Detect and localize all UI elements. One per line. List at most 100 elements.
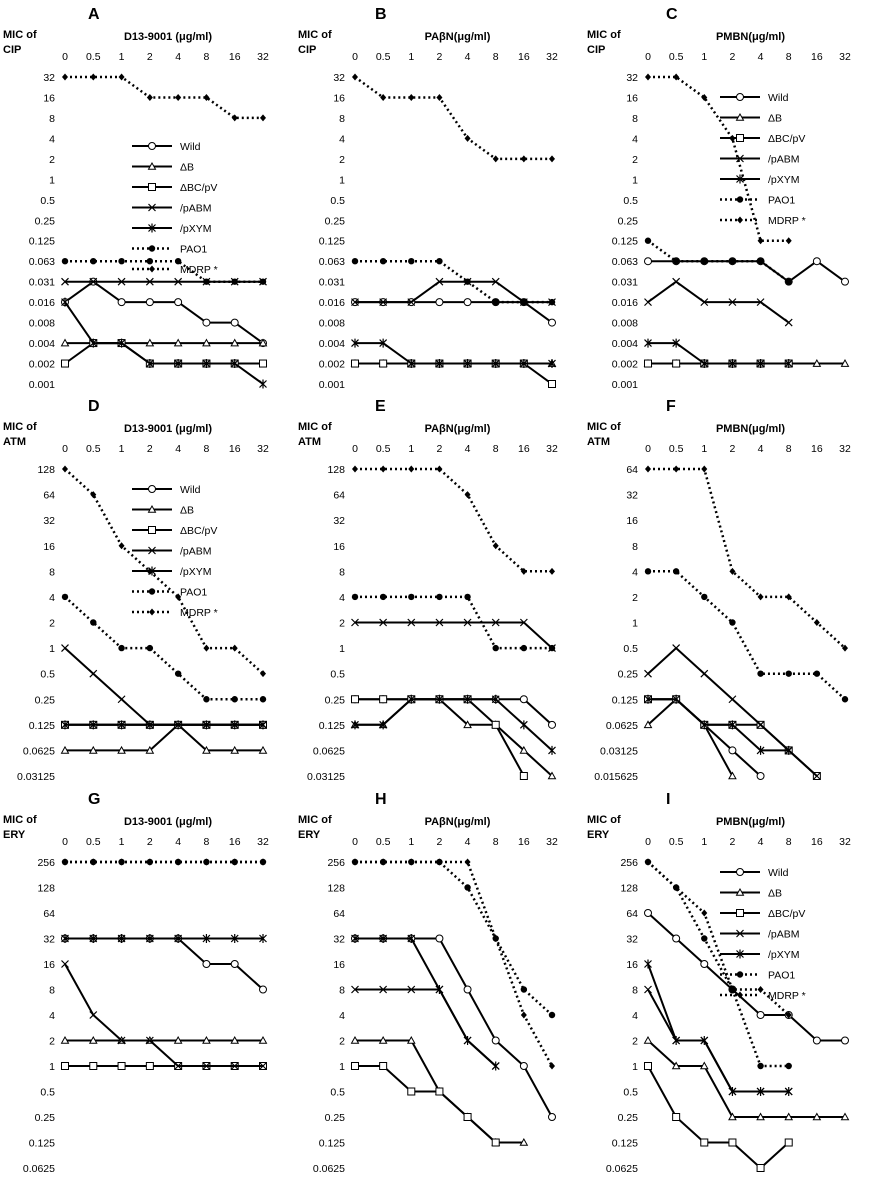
data-point xyxy=(351,1062,359,1070)
data-point xyxy=(379,985,388,994)
series-line xyxy=(647,912,845,1042)
data-point xyxy=(644,338,652,348)
x-tick-label: 1 xyxy=(119,836,125,848)
series-line xyxy=(355,280,552,304)
data-point xyxy=(352,73,358,81)
x-tick-label: 2 xyxy=(730,836,736,848)
data-point xyxy=(644,694,652,704)
y-tick-label: 16 xyxy=(626,515,638,527)
data-point xyxy=(407,618,416,627)
x-tick-label: 16 xyxy=(229,51,241,63)
data-point xyxy=(380,93,387,101)
data-point xyxy=(840,359,850,367)
legend-marker xyxy=(147,161,157,170)
data-point xyxy=(701,465,708,473)
legend-label: MDRP * xyxy=(768,215,806,227)
x-tick-label: 2 xyxy=(147,836,153,848)
panel-a: A MIC of CIP D13-9001 (μg/ml) 0 0.5 1 2 4 8 16 32 32… xyxy=(3,6,269,391)
series-line xyxy=(647,963,789,1093)
series-pxym xyxy=(61,934,267,943)
legend-marker xyxy=(148,566,156,576)
legend-marker xyxy=(736,93,744,101)
data-point xyxy=(463,298,472,307)
data-point xyxy=(463,720,472,729)
y-tick-label: 4 xyxy=(339,592,345,604)
x-tick-label: 0.5 xyxy=(669,443,684,455)
data-point xyxy=(700,960,709,968)
data-point xyxy=(174,277,183,286)
y-tick-label: 2 xyxy=(632,592,638,604)
x-tick-label: 32 xyxy=(546,836,558,848)
y-tick-label: 1 xyxy=(339,643,345,655)
data-point xyxy=(785,237,792,245)
data-point xyxy=(435,985,444,994)
data-point xyxy=(351,985,359,994)
x-tick-label: 4 xyxy=(758,51,764,63)
series-line xyxy=(65,75,263,120)
y-tick-label: 0.5 xyxy=(40,669,55,681)
y-tick-label: 0.008 xyxy=(29,318,55,330)
series-pao1 xyxy=(644,237,792,285)
legend-label: ΔBC/pV xyxy=(180,182,217,194)
series-wild xyxy=(351,934,556,1121)
series-pao1 xyxy=(61,593,267,703)
y-tick-label: 8 xyxy=(339,566,345,578)
data-point xyxy=(90,258,97,265)
y-tick-label: 32 xyxy=(333,934,345,946)
data-point xyxy=(351,934,359,943)
data-point xyxy=(436,93,443,101)
panel-c: C MIC of CIP PMBN(μg/ml) 0 0.5 1 2 4 8 16 32 32 16 8 4 2… xyxy=(587,6,851,391)
data-point xyxy=(491,1138,500,1147)
series-line xyxy=(354,75,552,161)
data-point xyxy=(258,1035,268,1044)
series-line xyxy=(355,937,553,1118)
data-point xyxy=(230,720,239,730)
y-tick-label: 0.03125 xyxy=(600,745,638,757)
y-tick-label: 0.002 xyxy=(319,359,345,371)
y-tick-label: 64 xyxy=(626,908,638,920)
y-tick-label: 4 xyxy=(632,133,638,145)
series-line xyxy=(64,280,264,344)
series-pxym xyxy=(351,934,500,1071)
series-pabm xyxy=(644,985,793,1096)
data-point xyxy=(118,73,125,81)
x-tick-label: 1 xyxy=(701,443,707,455)
data-point xyxy=(378,1035,388,1044)
y-tick-label: 0.125 xyxy=(319,236,345,248)
series-mdrp xyxy=(645,858,792,1019)
legend-label: ΔB xyxy=(180,505,194,517)
data-point xyxy=(729,567,736,575)
data-point xyxy=(117,695,126,704)
y-tick-label: 8 xyxy=(632,985,638,997)
data-point xyxy=(90,858,97,866)
y-tick-label: 2 xyxy=(339,618,345,630)
data-point xyxy=(89,669,98,678)
data-point xyxy=(230,318,239,327)
x-tick-label: 0 xyxy=(62,443,68,455)
series-bcpv xyxy=(644,695,821,780)
data-point xyxy=(492,298,499,306)
data-point xyxy=(644,909,652,917)
data-point xyxy=(202,934,211,943)
data-point xyxy=(89,277,98,286)
data-point xyxy=(202,1035,211,1044)
data-point xyxy=(379,338,388,348)
y-tick-label: 0.063 xyxy=(29,256,55,268)
x-tick-label: 4 xyxy=(465,51,471,63)
data-point xyxy=(88,745,98,754)
y-tick-label: 0.0625 xyxy=(23,1163,55,1175)
data-point xyxy=(351,338,359,348)
data-point xyxy=(379,618,388,627)
legend-marker xyxy=(736,134,744,142)
data-point xyxy=(463,1036,472,1045)
data-point xyxy=(548,298,556,306)
x-tick-label: 0.5 xyxy=(86,836,101,848)
y-tick-label: 0.0625 xyxy=(606,1163,638,1175)
data-point xyxy=(672,568,680,575)
y-tick-label: 16 xyxy=(43,92,55,104)
data-point xyxy=(463,359,472,369)
legend-label: ΔBC/pV xyxy=(768,908,805,920)
legend-marker xyxy=(149,608,155,616)
data-point xyxy=(174,298,183,307)
